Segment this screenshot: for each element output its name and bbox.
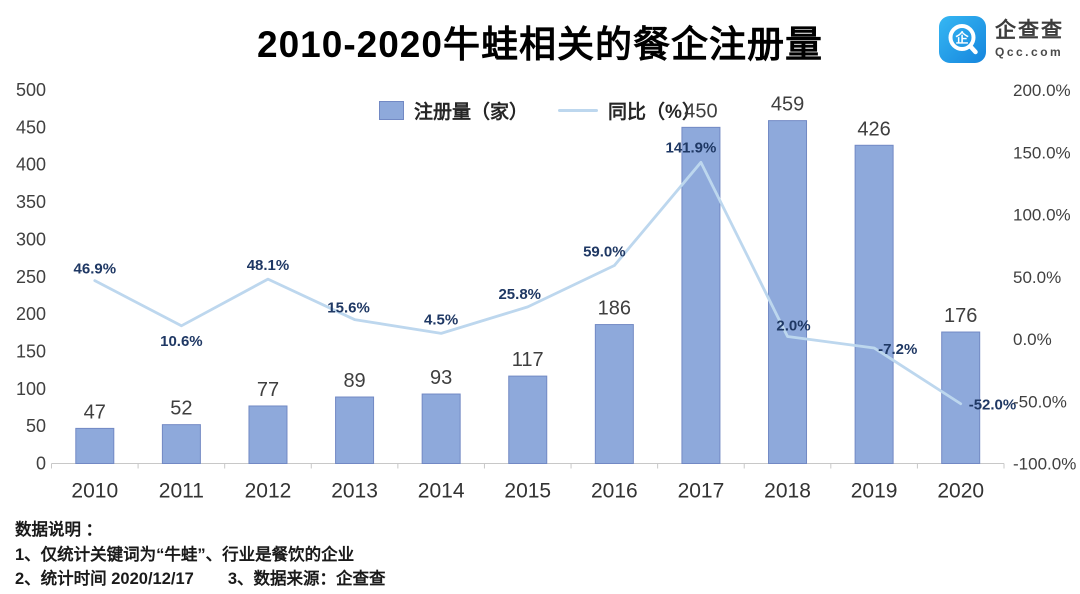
yoy-line-series (93, 160, 963, 406)
left-axis-tick-label: 500 (16, 80, 46, 100)
bar-value-label-2015: 117 (512, 349, 544, 371)
x-axis-label-2018: 2018 (764, 480, 811, 503)
bar-value-label-2013: 89 (343, 370, 365, 392)
right-axis-tick-label: 200.0% (1013, 81, 1071, 100)
qcc-logo-name: 企查查 (995, 19, 1064, 43)
x-axis-label-2020: 2020 (937, 480, 984, 503)
left-axis-tick-label: 450 (16, 117, 46, 137)
left-axis-tick-label: 150 (16, 341, 46, 361)
notes-line-1: 1、仅统计关键词为“牛蛙”、行业是餐饮的企业 (15, 545, 355, 564)
line-value-label-2011: 10.6% (160, 333, 203, 350)
x-axis-label-2013: 2013 (331, 480, 378, 503)
legend-item-bars: 注册量（家） (379, 97, 528, 124)
line-value-label-2018: 2.0% (776, 318, 810, 335)
line-value-label-2017: 141.9% (665, 139, 716, 156)
magnifier-q-icon: 企 (948, 24, 978, 55)
bar-2019 (854, 144, 894, 464)
data-notes: 数据说明 ： 1、仅统计关键词为“牛蛙”、行业是餐饮的企业 2、统计时间 202… (15, 518, 386, 592)
notes-line-2a: 2、统计时间 2020/12/17 (15, 570, 194, 588)
line-value-label-2015: 25.8% (498, 286, 541, 303)
line-value-label-2016: 59.0% (583, 244, 626, 261)
qcc-logo-icon: 企 (939, 16, 986, 63)
legend-label-bars: 注册量（家） (414, 102, 529, 123)
qcc-logo: 企 企查查 Qcc.com (939, 16, 1064, 63)
bar-value-label-2019: 426 (857, 118, 890, 140)
bar-2018 (768, 120, 808, 464)
bar-value-label-2010: 47 (84, 401, 106, 423)
left-axis-tick-label: 50 (26, 416, 46, 436)
bar-value-label-2016: 186 (598, 298, 631, 320)
bar-2014 (421, 393, 461, 464)
x-axis-label-2015: 2015 (504, 480, 551, 503)
notes-heading: 数据说明 ： (15, 521, 103, 539)
bar-2012 (248, 405, 288, 464)
line-value-label-2012: 48.1% (247, 257, 290, 274)
left-axis-tick-label: 0 (36, 454, 46, 474)
chart-legend: 注册量（家） 同比（%） (0, 97, 1080, 124)
notes-line-2: 2、统计时间 2020/12/17 3、数据来源：企查查 (15, 567, 386, 592)
qcc-logo-text: 企查查 Qcc.com (995, 20, 1064, 59)
right-axis-tick-label: 100.0% (1013, 206, 1071, 225)
right-axis-tick-label: -50.0% (1013, 392, 1067, 411)
left-axis-tick-label: 400 (16, 155, 46, 175)
bar-value-label-2017: 450 (684, 100, 717, 122)
left-axis-tick-label: 200 (16, 304, 46, 324)
x-axis-label-2014: 2014 (418, 480, 465, 503)
line-value-label-2020: -52.0% (969, 397, 1017, 414)
bar-value-label-2011: 52 (170, 398, 192, 420)
bar-2020 (941, 331, 981, 465)
bar-2016 (594, 324, 634, 465)
qcc-logo-domain: Qcc.com (995, 45, 1064, 60)
chart-title: 2010-2020牛蛙相关的餐企注册量 (257, 24, 823, 65)
left-axis-tick-label: 100 (16, 379, 46, 399)
right-axis-tick-label: -100.0% (1013, 455, 1076, 474)
bar-value-label-2018: 459 (771, 94, 804, 116)
bar-2013 (335, 396, 375, 464)
x-axis-label-2016: 2016 (591, 480, 638, 503)
legend-label-line: 同比（%） (608, 102, 701, 123)
bar-2017 (681, 126, 721, 464)
line-value-label-2014: 4.5% (424, 311, 458, 328)
line-value-label-2010: 46.9% (74, 261, 117, 278)
line-value-label-2019: -7.2% (878, 341, 917, 358)
bar-value-label-2012: 77 (257, 379, 279, 401)
bar-value-label-2014: 93 (430, 367, 452, 389)
right-axis-tick-label: 150.0% (1013, 143, 1071, 162)
left-axis-tick-label: 300 (16, 229, 46, 249)
x-axis-label-2010: 2010 (71, 480, 118, 503)
legend-item-line: 同比（%） (558, 97, 701, 124)
left-axis-tick-label: 250 (16, 267, 46, 287)
left-axis-tick-label: 350 (16, 192, 46, 212)
line-value-label-2013: 15.6% (327, 300, 370, 317)
bar-2015 (508, 375, 548, 465)
x-axis-label-2017: 2017 (678, 480, 725, 503)
bar-value-label-2020: 176 (944, 305, 977, 327)
svg-text:企: 企 (954, 31, 969, 46)
right-axis-tick-label: 0.0% (1013, 330, 1052, 349)
bar-2010 (75, 427, 115, 464)
right-axis-tick-label: 50.0% (1013, 268, 1061, 287)
bar-swatch-icon (379, 101, 405, 120)
notes-line-2b: 3、数据来源：企查查 (227, 570, 386, 588)
line-swatch-icon (558, 109, 599, 112)
bar-2011 (161, 424, 201, 465)
x-axis-label-2019: 2019 (851, 480, 898, 503)
x-axis-label-2012: 2012 (245, 480, 292, 503)
x-axis-label-2011: 2011 (159, 480, 204, 503)
